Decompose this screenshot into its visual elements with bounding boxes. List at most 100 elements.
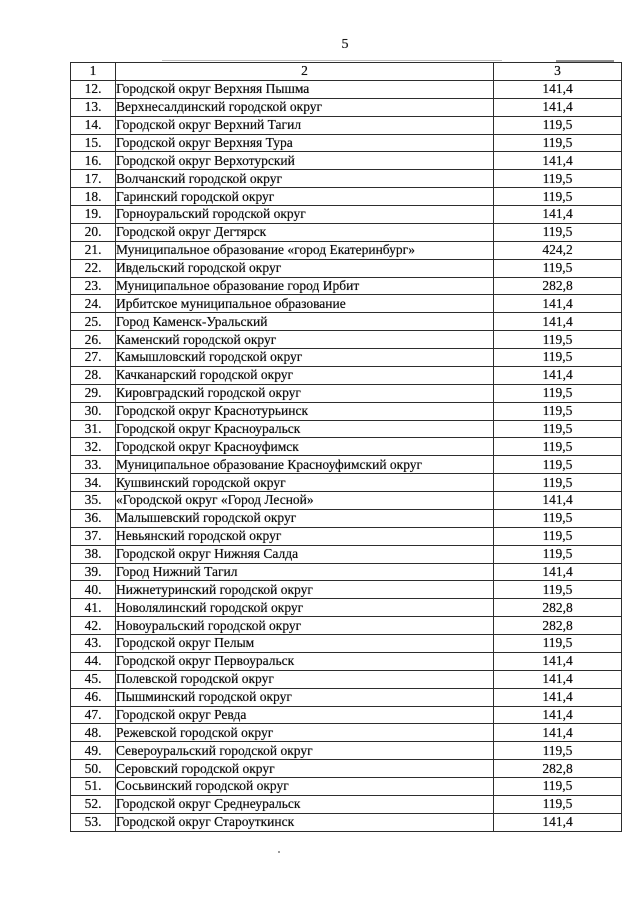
table-row: 53. Городской округ Староуткинск 141,4 <box>70 812 622 832</box>
table-row: 35. «Городской округ «Город Лесной» 141,4 <box>70 491 622 510</box>
cell-row-number: 29. <box>70 383 116 403</box>
table-row: 16. Городской округ Верхотурский 141,4 <box>70 151 622 171</box>
table-body: 12. Городской округ Верхняя Пышма 141,4 13.… <box>70 79 622 832</box>
scan-artifact-dot <box>278 851 280 853</box>
scan-artifact-line <box>162 59 502 61</box>
cell-row-number: 34. <box>70 473 116 492</box>
cell-municipality-name: Кушвинский городской округ <box>115 473 494 492</box>
cell-value: 119,5 <box>493 383 622 403</box>
cell-value: 119,5 <box>493 777 622 796</box>
cell-row-number: 53. <box>70 812 116 832</box>
cell-municipality-name: Горноуральский городской округ <box>115 205 494 224</box>
table-row: 17. Волчанский городской округ 119,5 <box>70 169 622 189</box>
table-row: 38. Городской округ Нижняя Салда 119,5 <box>70 544 622 564</box>
table-row: 28. Качканарский городской округ 141,4 <box>70 365 622 385</box>
cell-row-number: 23. <box>70 276 116 296</box>
cell-municipality-name: Полевской городской округ <box>115 669 494 689</box>
cell-municipality-name: Городской округ Красноуфимск <box>115 437 494 457</box>
cell-municipality-name: Кировградский городской округ <box>115 383 494 403</box>
table-row: 19. Горноуральский городской округ 141,4 <box>70 205 622 224</box>
cell-municipality-name: Муниципальное образование город Ирбит <box>115 276 494 296</box>
cell-municipality-name: Режевской городской округ <box>115 723 494 743</box>
cell-value: 119,5 <box>493 169 622 189</box>
cell-municipality-name: Город Каменск-Уральский <box>115 312 494 332</box>
cell-row-number: 36. <box>70 508 116 528</box>
table-row: 41. Новолялинский городской округ 282,8 <box>70 598 622 618</box>
page-number: 5 <box>341 37 349 52</box>
cell-value: 141,4 <box>493 669 622 689</box>
cell-municipality-name: Городской округ Пелым <box>115 634 494 653</box>
cell-municipality-name: «Городской округ «Город Лесной» <box>115 491 494 510</box>
cell-row-number: 33. <box>70 455 116 475</box>
cell-row-number: 41. <box>70 598 116 618</box>
cell-value: 141,4 <box>493 723 622 743</box>
table-row: 24. Ирбитское муниципальное образование 14… <box>70 294 622 314</box>
cell-municipality-name: Городской округ Красноуральск <box>115 419 494 439</box>
cell-municipality-name: Муниципальное образование «город Екатери… <box>115 240 494 260</box>
cell-value: 282,8 <box>493 759 622 778</box>
table-row: 52. Городской округ Среднеуральск 119,5 <box>70 794 622 814</box>
cell-row-number: 49. <box>70 741 116 761</box>
cell-value: 119,5 <box>493 419 622 439</box>
table-row: 26. Каменский городской округ 119,5 <box>70 330 622 349</box>
cell-row-number: 47. <box>70 705 116 725</box>
table-row: 47. Городской округ Ревда 141,4 <box>70 705 622 725</box>
cell-row-number: 40. <box>70 580 116 600</box>
cell-value: 119,5 <box>493 794 622 814</box>
cell-municipality-name: Городской округ Верхняя Тура <box>115 133 494 153</box>
cell-municipality-name: Североуральский городской округ <box>115 741 494 761</box>
cell-value: 141,4 <box>493 812 622 832</box>
cell-row-number: 38. <box>70 544 116 564</box>
table-row: 36. Малышевский городской округ 119,5 <box>70 508 622 528</box>
cell-value: 141,4 <box>493 705 622 725</box>
cell-value: 141,4 <box>493 294 622 314</box>
cell-value: 119,5 <box>493 437 622 457</box>
cell-municipality-name: Городской округ Верхний Тагил <box>115 115 494 135</box>
cell-row-number: 31. <box>70 419 116 439</box>
cell-municipality-name: Городской округ Нижняя Салда <box>115 544 494 564</box>
cell-municipality-name: Городской округ Ревда <box>115 705 494 725</box>
cell-value: 119,5 <box>493 508 622 528</box>
table-row: 33. Муниципальное образование Красноуфимс… <box>70 455 622 475</box>
table-row: 15. Городской округ Верхняя Тура 119,5 <box>70 133 622 153</box>
cell-value: 141,4 <box>493 365 622 385</box>
table-row: 31. Городской округ Красноуральск 119,5 <box>70 419 622 439</box>
cell-value: 282,8 <box>493 598 622 618</box>
table-header: 1 2 3 <box>70 62 622 81</box>
cell-row-number: 18. <box>70 187 116 206</box>
cell-municipality-name: Городской округ Верхняя Пышма <box>115 79 494 99</box>
header-cell-value: 3 <box>493 62 622 81</box>
cell-value: 119,5 <box>493 401 622 421</box>
cell-municipality-name: Городской округ Староуткинск <box>115 812 494 832</box>
cell-value: 119,5 <box>493 258 622 278</box>
cell-municipality-name: Волчанский городской округ <box>115 169 494 189</box>
cell-value: 141,4 <box>493 97 622 117</box>
cell-row-number: 22. <box>70 258 116 278</box>
cell-value: 119,5 <box>493 115 622 135</box>
cell-row-number: 50. <box>70 759 116 778</box>
cell-municipality-name: Город Нижний Тагил <box>115 562 494 582</box>
cell-value: 119,5 <box>493 187 622 206</box>
table-row: 25. Город Каменск-Уральский 141,4 <box>70 312 622 332</box>
cell-municipality-name: Пышминский городской округ <box>115 687 494 707</box>
table-row: 30. Городской округ Краснотурьинск 119,5 <box>70 401 622 421</box>
table-row: 39. Город Нижний Тагил 141,4 <box>70 562 622 582</box>
cell-municipality-name: Верхнесалдинский городской округ <box>115 97 494 117</box>
cell-value: 141,4 <box>493 651 622 671</box>
table-row: 50. Серовский городской округ 282,8 <box>70 759 622 778</box>
header-cell-number: 1 <box>70 62 116 81</box>
cell-row-number: 24. <box>70 294 116 314</box>
cell-value: 424,2 <box>493 240 622 260</box>
cell-municipality-name: Качканарский городской округ <box>115 365 494 385</box>
cell-value: 119,5 <box>493 526 622 546</box>
cell-row-number: 39. <box>70 562 116 582</box>
cell-municipality-name: Городской округ Верхотурский <box>115 151 494 171</box>
cell-row-number: 48. <box>70 723 116 743</box>
cell-value: 119,5 <box>493 348 622 367</box>
cell-municipality-name: Муниципальное образование Красноуфимский… <box>115 455 494 475</box>
cell-row-number: 35. <box>70 491 116 510</box>
cell-municipality-name: Малышевский городской округ <box>115 508 494 528</box>
cell-row-number: 14. <box>70 115 116 135</box>
table-row: 20. Городской округ Дегтярск 119,5 <box>70 222 622 242</box>
cell-row-number: 21. <box>70 240 116 260</box>
